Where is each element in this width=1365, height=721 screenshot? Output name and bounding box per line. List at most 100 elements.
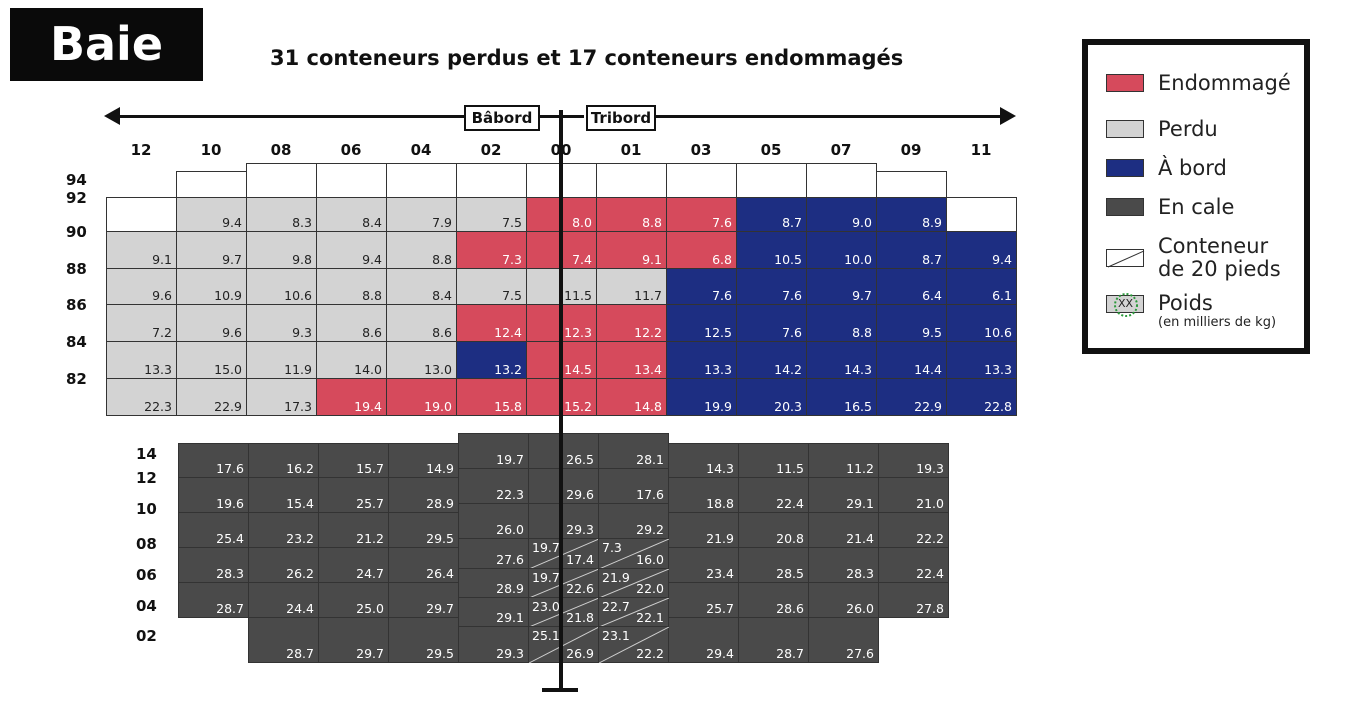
tier-label: 92: [66, 189, 87, 207]
container-cell: 9.3: [246, 304, 317, 342]
container-weight: 29.1: [496, 610, 524, 625]
hold-container-cell: 28.7: [248, 617, 319, 663]
centerline: [559, 110, 563, 690]
container-weight: 28.3: [216, 566, 244, 581]
column-label: 02: [480, 141, 502, 159]
hold-container-cell: 27.6: [808, 617, 879, 663]
container-cell: 9.1: [596, 231, 667, 269]
container-cell: 19.9: [666, 378, 737, 416]
twenty-foot-divider: [599, 627, 669, 663]
container-cell: 14.8: [596, 378, 667, 416]
hold-container-cell: 25.7: [318, 477, 389, 513]
hold-container-cell: 23.4: [668, 547, 739, 583]
container-weight: 7.6: [712, 288, 732, 303]
twenty-foot-divider: [599, 569, 669, 598]
container-weight: 19.3: [916, 461, 944, 476]
tier-label: 94: [66, 171, 87, 189]
container-weight: 20.8: [776, 531, 804, 546]
container-weight: 14.2: [774, 362, 802, 377]
container-weight: 28.1: [636, 452, 664, 467]
container-weight: 29.5: [426, 646, 454, 661]
tier-label: 06: [136, 566, 157, 584]
hold-container-cell: 29.7: [318, 617, 389, 663]
twenty-foot-divider: [599, 539, 669, 569]
container-weight: 27.6: [846, 646, 874, 661]
container-weight: 11.5: [776, 461, 804, 476]
container-cell: 14.3: [806, 341, 877, 379]
column-label: 01: [620, 141, 642, 159]
container-weight: 11.9: [284, 362, 312, 377]
container-weight: 12.2: [634, 325, 662, 340]
container-weight: 19.7: [532, 570, 560, 585]
container-weight: 27.8: [916, 601, 944, 616]
hold-container-cell: 29.3: [458, 626, 529, 663]
tier-label: 86: [66, 296, 87, 314]
hold-container-cell: 29.6: [528, 468, 599, 504]
container-weight: 14.4: [914, 362, 942, 377]
container-weight: 7.6: [782, 325, 802, 340]
container-weight: 12.5: [704, 325, 732, 340]
hold-container-cell: 17.4 19.7: [528, 538, 599, 569]
container-cell: 9.0: [806, 197, 877, 232]
hold-container-cell: 29.2: [598, 503, 669, 539]
hold-container-cell: 19.7: [458, 433, 529, 469]
container-cell: 22.8: [946, 378, 1017, 416]
container-weight: 9.7: [852, 288, 872, 303]
container-weight: 28.7: [286, 646, 314, 661]
container-cell: 14.2: [736, 341, 807, 379]
container-weight: 28.6: [776, 601, 804, 616]
container-cell: [736, 163, 807, 198]
twenty-foot-swatch: [1106, 249, 1145, 268]
container-weight: 25.0: [356, 601, 384, 616]
container-cell: 9.4: [176, 197, 247, 232]
container-weight: 12.3: [564, 325, 592, 340]
hold-container-cell: 22.2 23.1: [598, 626, 669, 663]
container-cell: [316, 163, 387, 198]
container-weight: 9.1: [152, 252, 172, 267]
hold-container-cell: 25.7: [668, 582, 739, 618]
container-weight: 14.0: [354, 362, 382, 377]
container-weight: 21.9: [706, 531, 734, 546]
hold-container-cell: 21.0: [878, 477, 949, 513]
container-weight: 28.3: [846, 566, 874, 581]
hold-container-cell: 18.8: [668, 477, 739, 513]
hold-container-cell: 22.6 19.7: [528, 568, 599, 598]
legend-sublabel: (en milliers de kg): [1158, 315, 1277, 330]
container-weight: 8.6: [432, 325, 452, 340]
column-label: 07: [830, 141, 852, 159]
container-weight: 7.5: [502, 215, 522, 230]
hold-container-cell: 14.9: [388, 443, 459, 478]
hold-container-cell: 27.8: [878, 582, 949, 618]
container-weight: 9.6: [222, 325, 242, 340]
container-cell: 19.0: [386, 378, 457, 416]
hold-container-cell: 24.7: [318, 547, 389, 583]
container-cell: 13.3: [666, 341, 737, 379]
container-weight: 29.2: [636, 522, 664, 537]
container-weight: 26.0: [496, 522, 524, 537]
container-weight: 17.3: [284, 399, 312, 414]
container-weight: 15.4: [286, 496, 314, 511]
container-cell: 9.5: [876, 304, 947, 342]
container-weight: 8.4: [432, 288, 452, 303]
container-cell: 8.4: [386, 268, 457, 305]
container-weight: 26.0: [846, 601, 874, 616]
container-weight: 14.3: [844, 362, 872, 377]
port-arrowhead: [104, 107, 120, 125]
twenty-foot-divider: [529, 598, 599, 627]
hold-container-cell: 15.4: [248, 477, 319, 513]
container-cell: 13.4: [596, 341, 667, 379]
hold-container-cell: 19.3: [878, 443, 949, 478]
container-cell: 13.2: [456, 341, 527, 379]
container-weight: 23.2: [286, 531, 314, 546]
container-cell: 8.6: [316, 304, 387, 342]
hold-container-cell: 24.4: [248, 582, 319, 618]
hold-container-cell: 17.6: [598, 468, 669, 504]
container-weight: 13.3: [704, 362, 732, 377]
hold-container-cell: 22.2: [878, 512, 949, 548]
container-cell: 8.8: [316, 268, 387, 305]
legend-lost: Perdu: [1106, 117, 1218, 141]
container-cell: 17.3: [246, 378, 317, 416]
container-cell: 14.0: [316, 341, 387, 379]
column-label: 11: [970, 141, 992, 159]
container-weight: 8.0: [572, 215, 592, 230]
